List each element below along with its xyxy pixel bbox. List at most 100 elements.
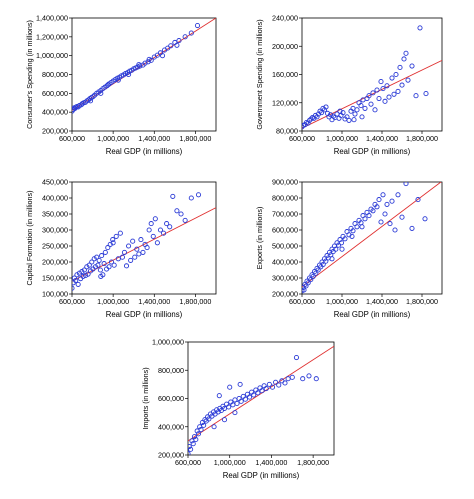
fit-line: [188, 345, 334, 442]
data-point: [182, 217, 188, 223]
data-point: [251, 392, 257, 398]
data-point: [282, 380, 288, 386]
data-point: [190, 441, 196, 447]
y-axis-label: Capital Formation (in millions): [25, 190, 34, 285]
data-point: [146, 227, 152, 233]
data-point: [234, 400, 240, 406]
x-axis-label: Real GDP (in millions): [106, 310, 183, 319]
data-point: [359, 114, 365, 120]
y-tick-label: 700,000: [272, 210, 298, 219]
data-point: [315, 111, 322, 117]
x-tick-label: 1,800,000: [297, 458, 329, 467]
data-point: [115, 256, 121, 262]
x-axis-label: Real GDP (in millions): [334, 310, 411, 319]
data-point: [317, 108, 323, 114]
y-axis-label: Exports (in millions): [255, 207, 264, 270]
data-point: [105, 245, 111, 251]
data-point: [134, 246, 140, 252]
data-point: [380, 192, 386, 198]
y-tick-label: 200,000: [272, 290, 298, 299]
x-tick-label: 1,000,000: [326, 134, 358, 143]
data-point: [333, 246, 339, 252]
data-point: [359, 224, 365, 230]
data-point: [188, 446, 194, 452]
y-tick-label: 1,200,000: [36, 32, 68, 41]
data-point: [370, 90, 376, 96]
y-axis-label: Government Spending (in millions): [255, 19, 264, 129]
data-point: [399, 214, 405, 220]
data-point: [152, 216, 158, 222]
x-tick-label: 600,000: [289, 134, 315, 143]
data-point: [314, 114, 320, 120]
data-point: [313, 376, 319, 382]
x-tick-label: 1,000,000: [326, 297, 358, 306]
x-tick-label: 1,400,000: [255, 458, 287, 467]
data-point: [110, 237, 116, 243]
data-point: [289, 374, 295, 380]
data-point: [409, 225, 415, 231]
data-point: [403, 182, 409, 187]
data-point: [300, 376, 306, 382]
data-point: [339, 246, 345, 252]
data-point: [170, 193, 176, 199]
data-point: [160, 230, 167, 236]
data-point: [242, 396, 248, 402]
data-point: [315, 267, 321, 273]
data-point: [150, 233, 156, 239]
data-point: [106, 264, 112, 270]
data-point: [422, 216, 428, 222]
data-point: [145, 59, 151, 65]
data-point: [302, 287, 307, 293]
x-tick-label: 1,800,000: [406, 297, 438, 306]
data-point: [198, 427, 204, 433]
y-tick-label: 200,000: [272, 42, 298, 51]
data-point: [354, 107, 360, 113]
data-point: [395, 88, 401, 94]
data-point: [178, 211, 184, 217]
data-point: [349, 233, 355, 239]
data-point: [305, 280, 311, 286]
y-axis-label: Consumer's Spending (in millions): [25, 20, 34, 129]
data-point: [327, 112, 334, 118]
data-point: [117, 230, 123, 236]
data-point: [380, 86, 386, 92]
data-point: [263, 386, 269, 392]
x-axis-label: Real GDP (in millions): [106, 147, 183, 156]
data-area: [188, 345, 334, 455]
y-tick-label: 450,000: [42, 178, 68, 187]
data-point: [321, 107, 328, 113]
data-point: [119, 254, 125, 260]
data-point: [340, 110, 346, 116]
x-tick-label: 1,400,000: [138, 134, 170, 143]
data-point: [154, 240, 160, 246]
y-axis-label: Imports (in millions): [141, 367, 150, 429]
data-point: [293, 354, 300, 361]
data-point: [305, 120, 311, 126]
data-area: [302, 25, 442, 130]
plot-frame: [71, 181, 217, 295]
data-point: [417, 25, 423, 31]
data-point: [138, 237, 144, 243]
scatter-plot-2: 80,000 120,000 160,000 200,000 240,000 600,00…: [255, 14, 443, 156]
data-point: [148, 221, 154, 227]
data-point: [226, 404, 232, 410]
data-point: [105, 82, 111, 88]
data-point: [329, 256, 335, 262]
data-point: [269, 384, 276, 390]
data-point: [95, 262, 101, 268]
data-point: [130, 238, 136, 244]
data-point: [384, 83, 390, 89]
data-point: [121, 249, 128, 255]
y-tick-label: 600,000: [272, 226, 298, 235]
plot-frame: [301, 181, 443, 295]
x-tick-label: 1,000,000: [97, 134, 129, 143]
data-point: [312, 112, 319, 119]
y-tick-label: 800,000: [272, 194, 298, 203]
data-point: [128, 257, 134, 263]
data-point: [165, 45, 171, 51]
data-point: [188, 195, 194, 201]
x-tick-label: 1,400,000: [366, 134, 398, 143]
data-point: [382, 98, 388, 104]
data-point: [195, 431, 201, 437]
